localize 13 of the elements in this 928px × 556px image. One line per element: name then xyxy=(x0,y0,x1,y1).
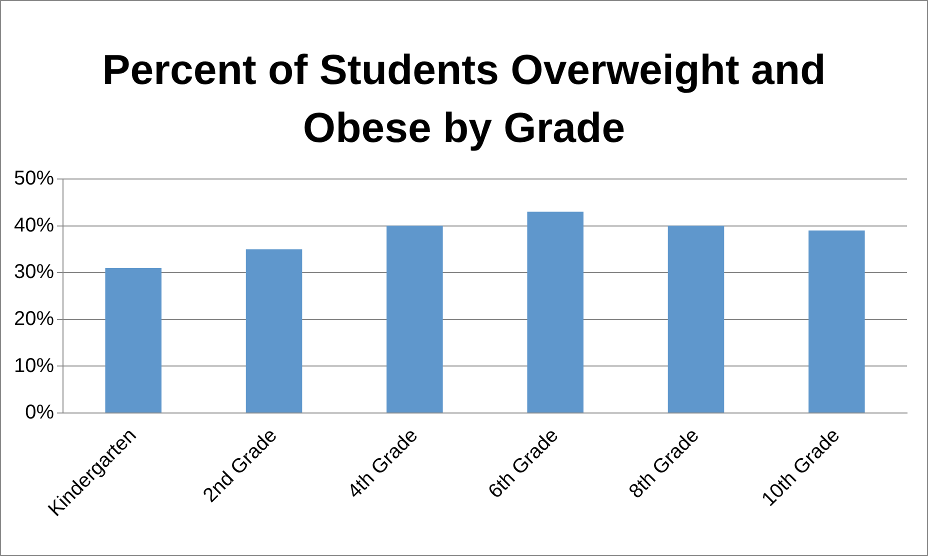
y-tick-label: 10% xyxy=(14,354,54,377)
bar xyxy=(105,268,162,413)
y-tick-label: 50% xyxy=(14,168,54,190)
bar xyxy=(808,230,865,413)
y-tick-label: 0% xyxy=(25,402,54,424)
y-tick-label: 20% xyxy=(14,308,54,330)
y-tick-label: 40% xyxy=(14,214,54,236)
bar xyxy=(668,226,724,413)
y-tick-label: 30% xyxy=(14,261,54,284)
bar xyxy=(527,212,584,413)
chart-title: Percent of Students Overweight and Obese by Grade xyxy=(101,45,827,153)
bar xyxy=(386,226,443,413)
bar xyxy=(246,249,302,413)
